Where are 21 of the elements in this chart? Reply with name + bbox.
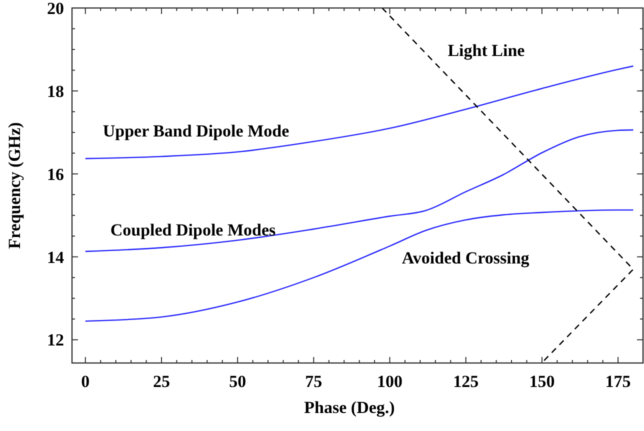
- x-tick-label: 75: [305, 372, 322, 391]
- x-tick-label: 100: [377, 372, 403, 391]
- line-series: [84, 65, 634, 160]
- x-tick-label: 150: [529, 372, 555, 391]
- x-tick-label: 50: [229, 372, 246, 391]
- series-label: Upper Band Dipole Mode: [102, 121, 290, 140]
- series-label: Light Line: [448, 40, 526, 60]
- y-tick-label: 14: [47, 248, 64, 267]
- y-tick-label: 20: [47, 0, 64, 18]
- y-tick-label: 16: [47, 164, 64, 184]
- y-axis-title: Frequency (GHz): [5, 122, 24, 249]
- series-label: Coupled Dipole Modes: [110, 220, 276, 240]
- y-tick-label: 18: [47, 82, 64, 101]
- x-tick-label: 125: [453, 372, 479, 391]
- line-series: [84, 209, 634, 322]
- x-tick-label: 25: [152, 372, 170, 391]
- x-tick-label: 0: [81, 372, 90, 391]
- annotation: Avoided Crossing: [402, 248, 530, 268]
- x-axis-title: Phase (Deg.): [304, 398, 395, 417]
- x-tick-label: 175: [605, 372, 631, 391]
- y-tick-label: 12: [47, 330, 64, 350]
